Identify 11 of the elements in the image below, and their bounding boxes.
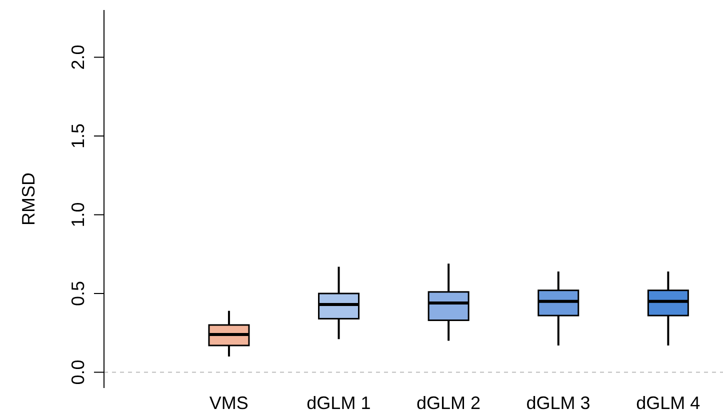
x-tick-label: dGLM 3 xyxy=(526,392,590,413)
y-tick-label: 0.5 xyxy=(68,280,88,306)
y-tick-label: 1.5 xyxy=(68,123,88,149)
x-tick-label: VMS xyxy=(209,392,248,413)
y-tick-label: 1.0 xyxy=(68,202,88,228)
x-tick-label: dGLM 1 xyxy=(306,392,371,413)
y-tick-label: 0.0 xyxy=(68,360,88,385)
x-tick-label: dGLM 4 xyxy=(636,392,700,413)
x-tick-label: dGLM 2 xyxy=(416,392,481,413)
y-tick-label: 2.0 xyxy=(68,44,88,70)
y-axis-title: RMSD xyxy=(18,172,38,226)
